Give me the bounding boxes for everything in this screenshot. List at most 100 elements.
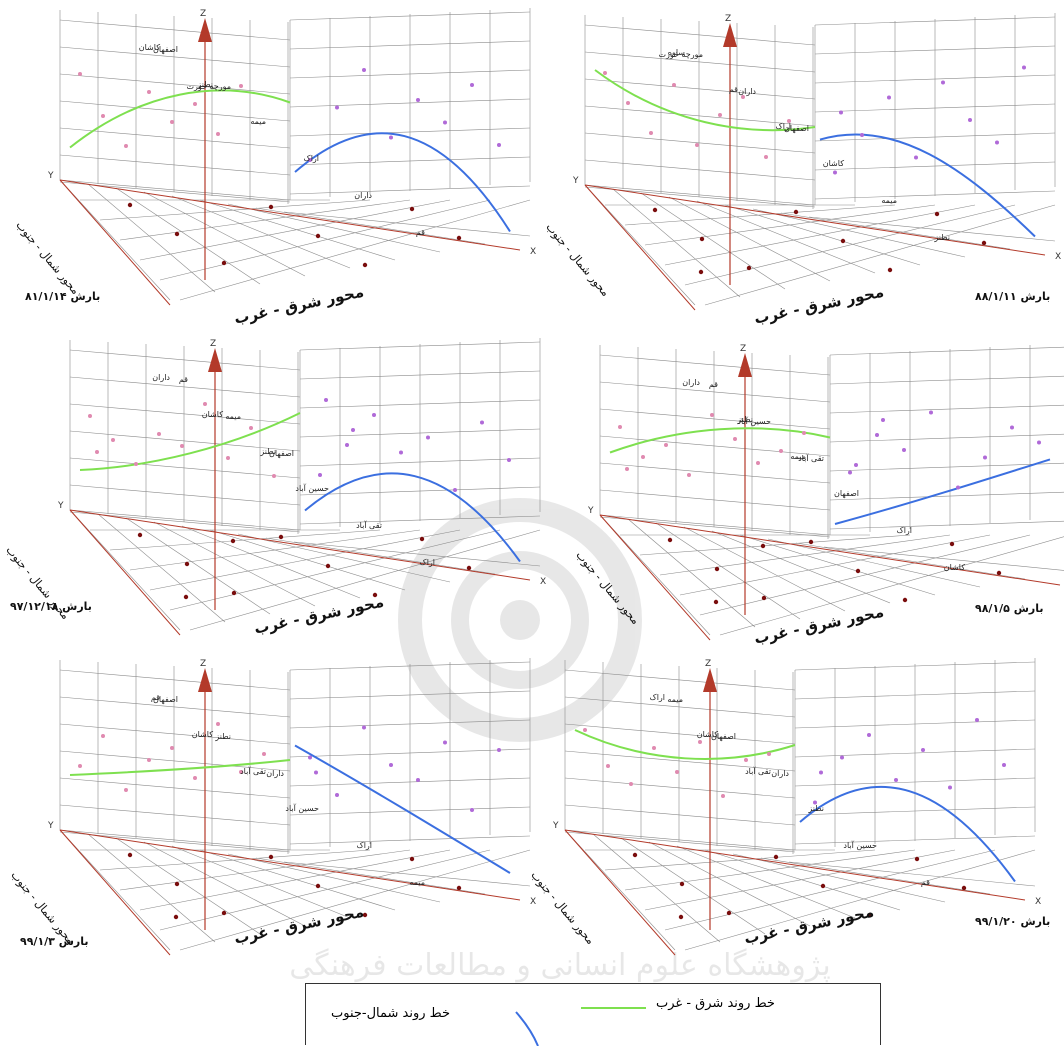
grid-line <box>59 669 291 691</box>
grid-line <box>115 187 261 285</box>
grid-line <box>299 515 541 525</box>
y-axis <box>59 829 171 956</box>
grid-line <box>59 750 291 772</box>
grid-line <box>732 853 946 903</box>
x-axis <box>564 829 1026 901</box>
grid-line <box>664 849 996 931</box>
grid-line <box>584 184 696 306</box>
grid-line <box>814 132 1056 142</box>
data-point <box>456 235 462 241</box>
trend-east-west <box>69 759 291 776</box>
grid-line <box>624 849 916 891</box>
grid-line <box>59 19 291 41</box>
grid-line <box>584 24 816 46</box>
data-point <box>173 914 179 920</box>
y-axis-letter: Y <box>587 506 594 516</box>
projected-point-ew <box>672 83 676 87</box>
x-axis-letter: X <box>540 577 546 587</box>
data-point <box>840 238 846 244</box>
panel-title: ۹۷/۱۲/۱۸ بارش <box>10 600 92 613</box>
projected-point-ew <box>78 764 82 768</box>
grid-line <box>299 486 541 496</box>
grid-line <box>289 98 531 108</box>
data-point <box>667 537 673 543</box>
projected-point-ew <box>641 455 645 459</box>
projected-point-ns <box>470 808 474 812</box>
projected-point-ew <box>625 467 629 471</box>
grid-line <box>829 375 1064 385</box>
z-axis-arrow <box>198 668 212 692</box>
projected-point-ew <box>239 84 243 88</box>
grid-line <box>179 849 531 951</box>
x-axis <box>599 514 1061 586</box>
projected-point-ns <box>875 433 879 437</box>
grid-line <box>59 829 171 951</box>
data-point <box>127 202 133 208</box>
projected-point-ns <box>894 778 898 782</box>
station-label: اصفهان <box>153 45 178 54</box>
grid-line <box>299 370 541 380</box>
projected-point-ns <box>914 155 918 160</box>
grid-line <box>829 404 1064 414</box>
x-axis <box>59 179 521 251</box>
data-point <box>466 565 472 571</box>
projected-point-ns <box>860 133 864 137</box>
projected-point-ns <box>854 463 858 467</box>
data-point <box>934 211 940 217</box>
data-point <box>902 597 908 603</box>
projected-point-ns <box>443 120 447 125</box>
y-axis-letter: Y <box>572 176 579 186</box>
projected-point-ew <box>721 794 725 798</box>
grid-line <box>299 399 541 409</box>
projected-point-ns <box>902 448 906 452</box>
grid-line <box>59 179 291 201</box>
chart-panel-2: X Y Z ساوه قم اراک کاشان میمه نطنز مورچه خورت دارا… <box>543 13 1061 328</box>
data-point <box>714 566 720 572</box>
grid-line <box>814 74 1056 84</box>
projected-point-ns <box>1002 763 1006 767</box>
grid-line <box>115 837 261 935</box>
projected-point-ns <box>335 793 339 797</box>
projected-point-ew <box>193 102 197 106</box>
trend-north-south <box>799 785 1016 883</box>
projected-point-ew <box>216 722 220 726</box>
projected-point-ns <box>1022 65 1026 70</box>
station-label: حسین آباد <box>737 416 771 426</box>
grid-line <box>237 533 451 583</box>
station-label: میمه <box>409 878 425 887</box>
grid-line <box>289 835 531 845</box>
projected-point-ew <box>629 782 633 786</box>
grid-line <box>780 212 1011 250</box>
grid-line <box>159 849 491 931</box>
station-label: اصفهان <box>153 695 178 704</box>
grid-line <box>69 509 301 531</box>
projected-point-ns <box>497 143 501 147</box>
grid-line <box>788 861 1036 887</box>
grid-line <box>794 748 1036 758</box>
grid-line <box>289 806 531 816</box>
projected-point-ns <box>372 413 376 417</box>
data-point <box>726 910 732 916</box>
grid-line <box>129 529 421 571</box>
z-axis-letter: Z <box>725 14 731 24</box>
projected-point-ew <box>124 144 128 148</box>
grid-line <box>664 204 976 266</box>
grid-line <box>69 403 301 425</box>
projected-point-ns <box>848 470 852 475</box>
station-label: تقی آباد <box>745 766 771 776</box>
z-axis-letter: Z <box>740 344 746 354</box>
projected-point-ns <box>1037 440 1041 445</box>
grid-line <box>564 777 796 799</box>
grid-line <box>265 537 496 575</box>
watermark-text: پژوهشگاه علوم انسانی و مطالعات فرهنگی <box>289 948 831 983</box>
projected-point-ns <box>813 800 817 805</box>
station-label: داران <box>738 87 756 96</box>
grid-line <box>683 526 846 612</box>
grid-line <box>69 457 301 479</box>
projected-point-ns <box>1010 425 1014 430</box>
x-axis <box>584 184 1046 256</box>
projected-point-ew <box>88 414 92 418</box>
grid-line <box>814 45 1056 55</box>
data-point <box>793 209 799 215</box>
projected-point-ew <box>744 758 748 762</box>
